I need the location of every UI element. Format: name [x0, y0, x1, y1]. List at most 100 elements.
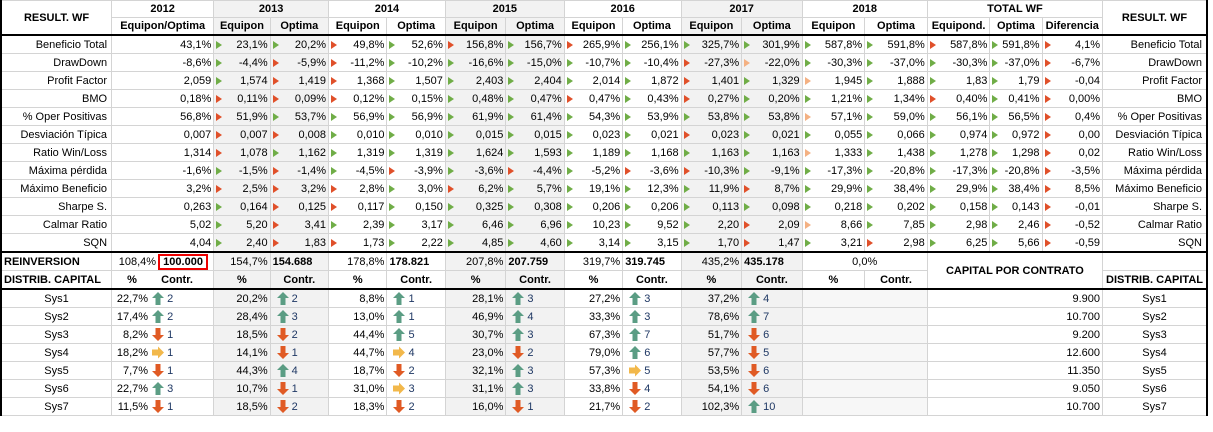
metric-value[interactable]: 3,21	[801, 233, 866, 253]
metric-label[interactable]: Máxima pérdida	[0, 161, 113, 180]
metric-value[interactable]: -0,04	[1041, 71, 1104, 90]
metric-value[interactable]: 1,34%	[864, 89, 928, 108]
metric-value[interactable]: 0,007	[213, 125, 271, 144]
system-2012-cell[interactable]: 8,2% 1	[111, 325, 215, 344]
metric-value[interactable]: 56,9%	[328, 107, 388, 126]
metric-value[interactable]: -0,01	[1041, 197, 1104, 216]
system-pct[interactable]: 51,7%	[680, 325, 743, 344]
metric-value[interactable]: 1,438	[864, 143, 928, 162]
metric-label[interactable]: % Oper Positivas	[0, 107, 113, 126]
system-name[interactable]: Sys4	[0, 343, 113, 362]
system-pct[interactable]: 44,3%	[213, 361, 271, 380]
system-pct[interactable]: 31,1%	[444, 379, 507, 398]
contr-header[interactable]: Contr.	[505, 270, 565, 290]
system-pct[interactable]: 10,7%	[213, 379, 271, 398]
metric-value[interactable]: 1,329	[741, 71, 803, 90]
reinversion-2012[interactable]: 108,4% 100.000	[111, 251, 215, 271]
system-pct[interactable]: 18,3%	[328, 397, 388, 416]
metric-value[interactable]: 0,00%	[1041, 89, 1104, 108]
metric-value[interactable]: 4,85	[444, 233, 507, 253]
metric-value[interactable]: -4,4%	[213, 53, 271, 72]
system-pct[interactable]: 18,5%	[213, 325, 271, 344]
system-contracts-cell[interactable]: 6	[741, 361, 803, 380]
metric-value[interactable]: 0,47%	[505, 89, 565, 108]
metric-value[interactable]: 1,314	[111, 143, 215, 162]
metric-value[interactable]: -10,2%	[386, 53, 446, 72]
system-contracts-cell[interactable]: 1	[269, 343, 330, 362]
metric-value[interactable]: -1,4%	[269, 161, 330, 180]
metric-value[interactable]: -3,5%	[1041, 161, 1104, 180]
metric-value[interactable]: 2,014	[563, 71, 624, 90]
system-contracts-cell[interactable]: 6	[622, 343, 682, 362]
metric-value[interactable]: 1,574	[213, 71, 271, 90]
metric-label[interactable]: Calmar Ratio	[0, 215, 113, 234]
metric-value[interactable]: 3,41	[269, 215, 330, 234]
metric-value[interactable]: 1,507	[386, 71, 446, 90]
metric-value[interactable]: 6,25	[926, 233, 991, 253]
metric-value[interactable]: -17,3%	[926, 161, 991, 180]
metric-value[interactable]: 12,3%	[622, 179, 682, 198]
metric-value[interactable]: 0,263	[111, 197, 215, 216]
metric-value[interactable]: 0,010	[386, 125, 446, 144]
metric-value[interactable]: 2,22	[386, 233, 446, 253]
metric-value[interactable]: -10,7%	[563, 53, 624, 72]
contr-header-2018[interactable]: Contr.	[864, 270, 928, 290]
metric-value[interactable]: 0,12%	[328, 89, 388, 108]
system-contracts-cell[interactable]: 4	[269, 361, 330, 380]
system-2012-cell[interactable]: 17,4% 2	[111, 307, 215, 326]
metric-value[interactable]: 1,79	[989, 71, 1043, 90]
metric-value[interactable]: 5,02	[111, 215, 215, 234]
metric-value[interactable]: 0,007	[111, 125, 215, 144]
subheader-equipond[interactable]: Equipond.	[926, 17, 991, 36]
system-contracts-cell[interactable]: 7	[622, 325, 682, 344]
system-contracts-cell[interactable]: 1	[386, 288, 446, 308]
metric-value[interactable]: -20,8%	[989, 161, 1043, 180]
year-header-2013[interactable]: 2013	[213, 0, 330, 18]
metric-value[interactable]: 265,9%	[563, 34, 624, 54]
metric-value[interactable]: -22,0%	[741, 53, 803, 72]
metric-value[interactable]: -3,6%	[622, 161, 682, 180]
year-header-2015[interactable]: 2015	[444, 0, 565, 18]
capital-per-contract[interactable]: 9.050	[926, 379, 1104, 398]
subheader-optima[interactable]: Optima	[269, 17, 330, 36]
system-contracts-cell[interactable]: 3	[269, 307, 330, 326]
metric-value[interactable]: -5,2%	[563, 161, 624, 180]
metric-label[interactable]: DrawDown	[0, 53, 113, 72]
reinversion-capital[interactable]: 435.178	[741, 251, 803, 271]
metric-value[interactable]: 2,40	[213, 233, 271, 253]
system-contracts-cell[interactable]: 4	[505, 307, 565, 326]
system-pct[interactable]: 44,4%	[328, 325, 388, 344]
metric-value[interactable]: 19,1%	[563, 179, 624, 198]
system-2018-empty[interactable]	[801, 288, 928, 308]
metric-value[interactable]: 3,2%	[269, 179, 330, 198]
system-pct[interactable]: 102,3%	[680, 397, 743, 416]
system-2012-cell[interactable]: 7,7% 1	[111, 361, 215, 380]
metric-value[interactable]: 52,6%	[386, 34, 446, 54]
metric-value[interactable]: 59,0%	[864, 107, 928, 126]
metric-value[interactable]: 0,15%	[386, 89, 446, 108]
system-pct[interactable]: 67,3%	[563, 325, 624, 344]
metric-value[interactable]: 0,02	[1041, 143, 1104, 162]
metric-value[interactable]: 61,9%	[444, 107, 507, 126]
metric-value[interactable]: 0,18%	[111, 89, 215, 108]
metric-value[interactable]: 1,163	[741, 143, 803, 162]
metric-value[interactable]: 2,09	[741, 215, 803, 234]
system-pct[interactable]: 30,7%	[444, 325, 507, 344]
metric-value[interactable]: 0,206	[563, 197, 624, 216]
system-contracts-cell[interactable]: 2	[386, 361, 446, 380]
metric-value[interactable]: -6,7%	[1041, 53, 1104, 72]
metric-label[interactable]: Desviación Típica	[0, 125, 113, 144]
system-contracts-cell[interactable]: 4	[741, 288, 803, 308]
subheader-optima[interactable]: Optima	[864, 17, 928, 36]
metric-label-right[interactable]: Profit Factor	[1102, 71, 1209, 90]
metric-value[interactable]: 0,974	[926, 125, 991, 144]
metric-value[interactable]: 2,20	[680, 215, 743, 234]
subheader-optima[interactable]: Optima	[622, 17, 682, 36]
metric-value[interactable]: -20,8%	[864, 161, 928, 180]
system-contracts-cell[interactable]: 5	[741, 343, 803, 362]
metric-value[interactable]: 2,404	[505, 71, 565, 90]
metric-value[interactable]: 0,325	[444, 197, 507, 216]
metric-value[interactable]: -3,9%	[386, 161, 446, 180]
metric-value[interactable]: 0,158	[926, 197, 991, 216]
system-2018-empty[interactable]	[801, 343, 928, 362]
